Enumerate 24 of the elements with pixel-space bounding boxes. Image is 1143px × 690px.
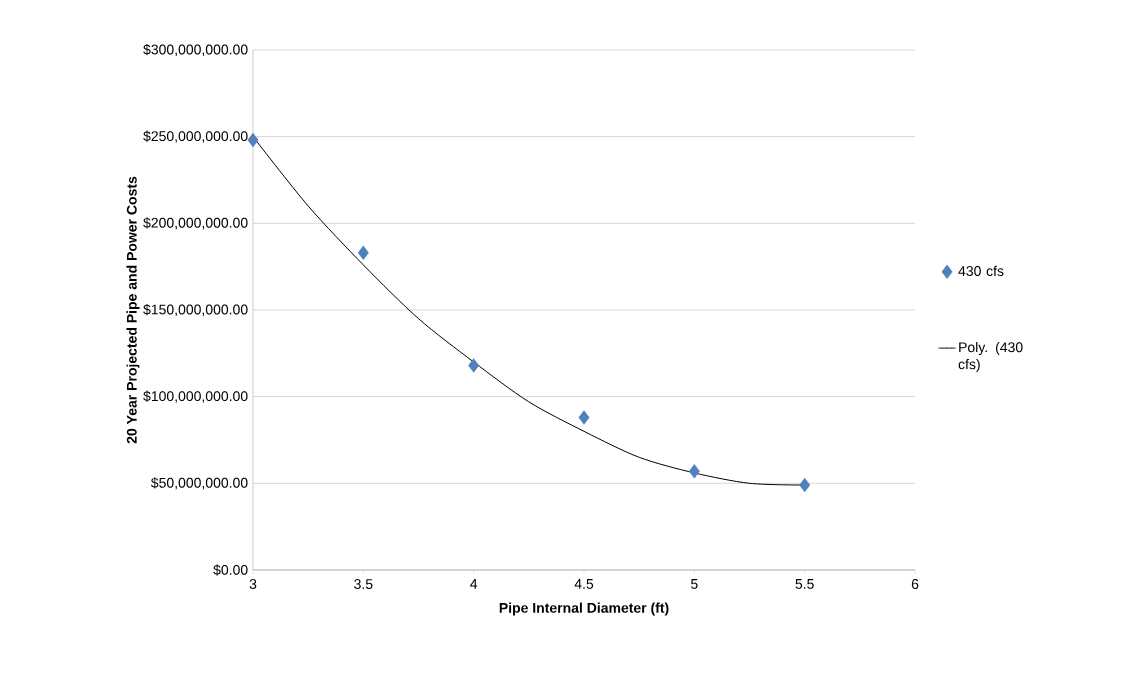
x-tick-label: 5.5 [795, 579, 814, 589]
y-axis-title: 20 Year Projected Pipe and Power Costs [126, 176, 140, 444]
point [247, 132, 259, 148]
y-tick-label: $50,000,000.00 [150, 477, 248, 490]
x-tick-label: 5 [691, 579, 698, 589]
legend-label: Poly. (430 cfs) [958, 341, 1023, 373]
point [357, 245, 369, 260]
y-tick-label: $0.00 [213, 564, 248, 576]
point [799, 477, 811, 493]
x-tick-label: 4 [470, 579, 478, 589]
y-tick-label: $200,000,000.00 [143, 217, 248, 230]
y-tick-label: $250,000,000.00 [143, 130, 248, 143]
y-tick-label: $100,000,000.00 [143, 390, 248, 403]
y-tick-label: $300,000,000.00 [143, 43, 248, 57]
x-tick-label: 4.5 [574, 579, 594, 589]
legend-label: 430 cfs [958, 265, 1004, 277]
y-tick-label: $150,000,000.00 [143, 303, 248, 317]
point [688, 463, 700, 479]
x-axis-title: Pipe Internal Diameter (ft) [499, 602, 669, 616]
point [468, 358, 480, 373]
x-tick-label: 6 [911, 579, 919, 590]
x-tick-label: 3.5 [354, 579, 373, 590]
x-tick-label: 3 [249, 579, 257, 590]
point [578, 410, 590, 425]
